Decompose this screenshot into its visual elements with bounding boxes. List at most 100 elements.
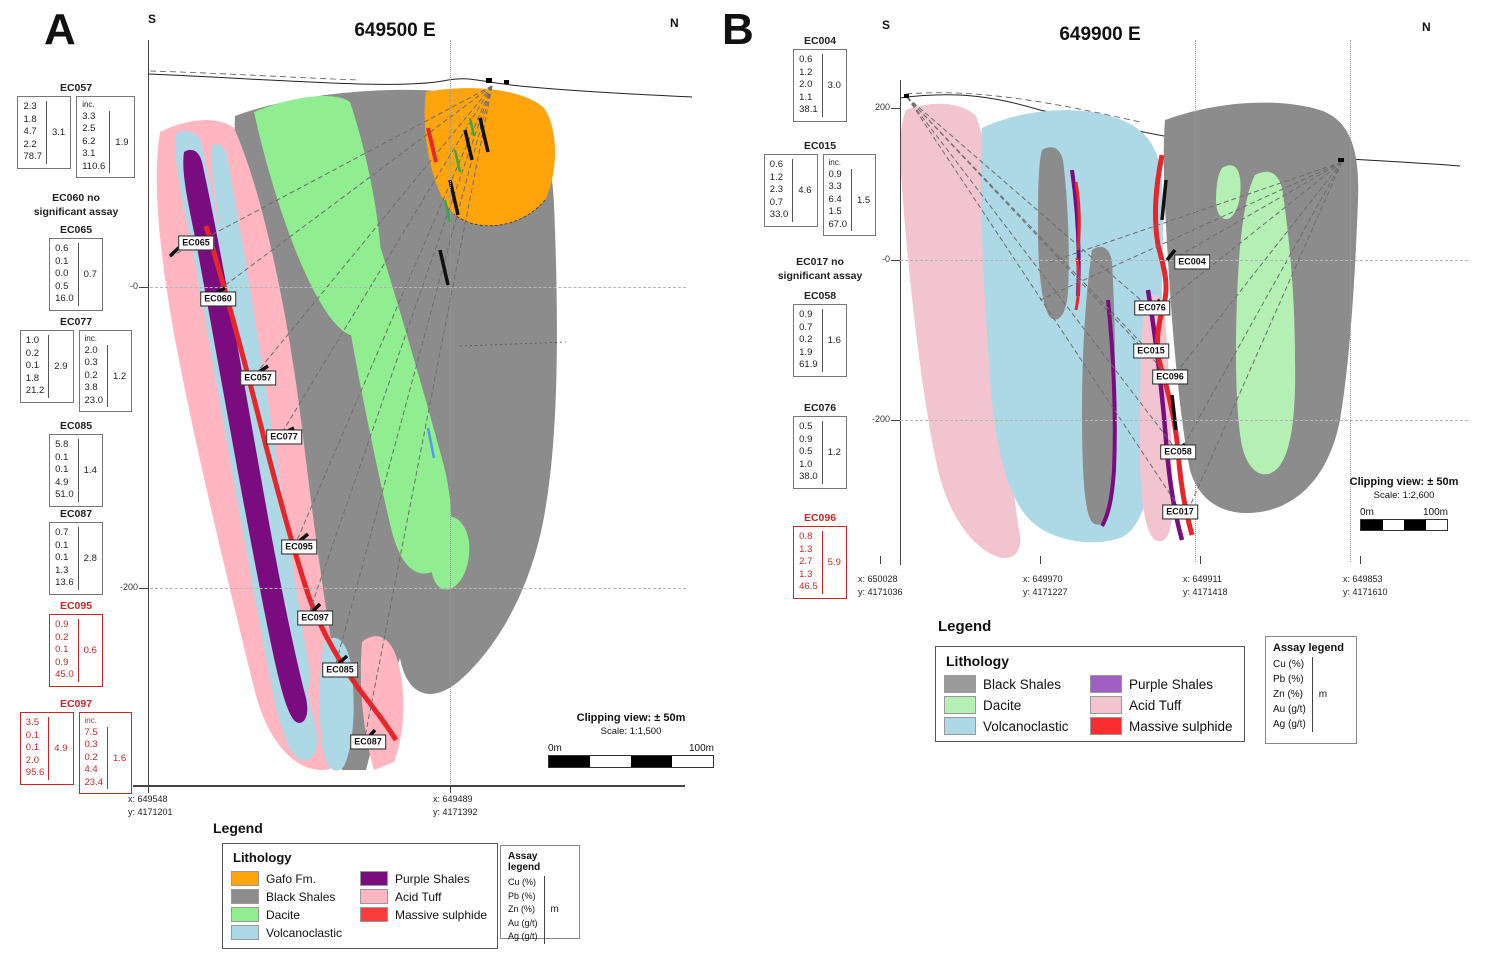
assay-value: 2.7 <box>799 556 813 568</box>
assay-value: 2.3 <box>769 184 783 196</box>
assay-values: 7.5 0.3 0.2 4.4 23.4 <box>85 727 104 790</box>
legend-item-volcanoclastic: Volcanoclastic <box>231 925 360 940</box>
elevation-tick <box>891 108 900 109</box>
interval-length: 3.1 <box>51 126 66 138</box>
assay-value: 3.1 <box>82 148 96 160</box>
assay-panel-EC077: EC077 1.0 0.2 0.1 1.8 21.2 2.9 inc. 2.0 0.3 0.2 3.8… <box>6 316 146 413</box>
included-label: inc. <box>84 334 97 343</box>
assay-value: 0.2 <box>25 347 39 359</box>
assay-value: 61.9 <box>799 359 818 371</box>
panel-b-letter: B <box>722 5 754 54</box>
lith-dacite <box>1235 171 1296 475</box>
legend-swatch <box>944 696 976 714</box>
assay-value: 1.8 <box>23 113 37 125</box>
assay-value: 33.0 <box>769 209 789 221</box>
assay-value: 0.5 <box>799 446 813 458</box>
assay-value: 0.2 <box>84 369 98 381</box>
legend-label: Purple Shales <box>1129 676 1214 692</box>
surface-line <box>147 73 693 98</box>
assay-values-box: 0.9 0.2 0.1 0.9 45.0 0.6 <box>49 614 103 687</box>
assay-value: 0.1 <box>55 464 69 476</box>
assay-value: 2.2 <box>23 138 37 150</box>
section-coordinates: x: 649489 y: 4171392 <box>433 794 478 817</box>
interval-length: 1.2 <box>113 370 127 382</box>
drillhole-id: EC087 <box>59 508 93 520</box>
assay-value: 13.6 <box>55 577 74 589</box>
section-title: 649900 E <box>1059 24 1141 45</box>
hole-label-EC060: EC060 <box>200 291 236 307</box>
assay-panel-EC004: EC004 0.6 1.2 2.0 1.1 38.1 3.0 <box>750 35 890 122</box>
section-coordinates: x: 649911 y: 4171418 <box>1183 574 1228 597</box>
scalebar <box>1360 519 1448 531</box>
section-title: 649500 E <box>354 20 436 41</box>
assay-unit: m <box>1318 689 1328 700</box>
drillhole-id: EC097 <box>59 698 93 710</box>
panel-b: B S N 649900 E <box>720 0 1500 959</box>
drillhole-id: EC015 <box>803 140 837 152</box>
assay-value: 4.4 <box>84 764 98 776</box>
assay-value: 110.6 <box>82 160 106 172</box>
assay-values: 0.9 0.2 0.1 0.9 45.0 <box>55 619 74 682</box>
assay-value: 0.1 <box>25 729 39 741</box>
assay-values: 1.0 0.2 0.1 1.8 21.2 <box>26 335 45 398</box>
panel-a: A S N 649500 E <box>0 0 720 959</box>
assay-value: 0.6 <box>55 243 69 254</box>
assay-value: 23.4 <box>84 776 104 788</box>
legend-label: Acid Tuff <box>395 889 442 904</box>
lith-dacite <box>254 96 383 337</box>
hole-label-EC077: EC077 <box>266 429 302 445</box>
hole-label-EC065: EC065 <box>178 235 214 251</box>
assay-value: 1.9 <box>799 346 813 358</box>
legend-label: Black Shales <box>983 676 1062 692</box>
assay-value: 45.0 <box>55 669 74 681</box>
interval-divider <box>107 726 108 790</box>
included-label: inc. <box>828 158 841 167</box>
legend-item-massive-sulphide: Massive sulphide <box>360 907 489 922</box>
lith-dacite <box>332 199 452 574</box>
clipping-title: Clipping view: ± 50m <box>1349 476 1459 488</box>
assay-value: 0.6 <box>769 159 783 170</box>
assay-legend-row: Pb (%) <box>508 890 536 901</box>
legend-swatch <box>231 907 259 922</box>
assay-values: 0.6 1.2 2.3 0.7 33.0 <box>770 159 789 222</box>
interval-divider <box>821 421 823 484</box>
assay-value: 51.0 <box>55 489 74 501</box>
assay-value: 23.0 <box>84 394 104 406</box>
assay-value: 0.1 <box>55 552 69 564</box>
assay-values: 3.5 0.1 0.1 2.0 95.6 <box>26 717 45 780</box>
interval-length: 4.6 <box>798 184 812 196</box>
assay-value: 0.1 <box>55 644 69 656</box>
legend-swatch <box>360 907 388 922</box>
drillhole-id: EC057 <box>59 82 93 94</box>
assay-value: 3.8 <box>84 382 98 394</box>
assay-value: 1.2 <box>799 66 813 78</box>
bottom-axis <box>133 785 685 787</box>
assay-value: 0.2 <box>55 631 69 643</box>
lith-dacite <box>1216 165 1241 220</box>
assay-included-interval-box: inc. 2.0 0.3 0.2 3.8 23.0 1.2 <box>78 330 133 413</box>
assay-legend-row: Cu (%) <box>508 877 537 887</box>
assay-value: 0.3 <box>84 739 98 751</box>
assay-legend: Assay legend Cu (%) Pb (%) Zn (%) Au (g/t) A… <box>1265 636 1357 744</box>
interval-length: 1.5 <box>857 194 871 206</box>
scalebar-start: 0m <box>548 743 562 754</box>
scalebar-end: 100m <box>688 743 714 754</box>
assay-value: 0.1 <box>25 742 39 754</box>
legend-swatch <box>231 925 259 940</box>
hole-label-EC087: EC087 <box>350 734 386 750</box>
legend-swatch <box>1090 696 1122 714</box>
assay-values: 0.5 0.9 0.5 1.0 38.0 <box>799 421 818 484</box>
elevation-axis <box>900 80 901 565</box>
legend-label: Massive sulphide <box>395 907 488 922</box>
assay-value: 0.5 <box>55 280 69 292</box>
elevation-tick-label: 200 <box>874 102 890 112</box>
clipping-view-block: Clipping view: ± 50m Scale: 1:2,600 0m 1… <box>1348 476 1460 531</box>
assay-boxes-column: EC057 2.3 1.8 4.7 2.2 78.7 3.1 inc. 3.3 2.5 6.2 3.1… <box>6 0 146 959</box>
clipping-title: Clipping view: ± 50m <box>576 712 686 724</box>
interval-divider <box>821 531 823 594</box>
section-coordinates: x: 649853 y: 4171610 <box>1343 574 1388 597</box>
interval-length: 4.9 <box>54 742 68 754</box>
hole-label-EC095: EC095 <box>281 539 317 555</box>
assay-values-box: 0.8 1.3 2.7 1.3 46.5 5.9 <box>793 526 847 599</box>
interval-divider <box>109 110 111 174</box>
